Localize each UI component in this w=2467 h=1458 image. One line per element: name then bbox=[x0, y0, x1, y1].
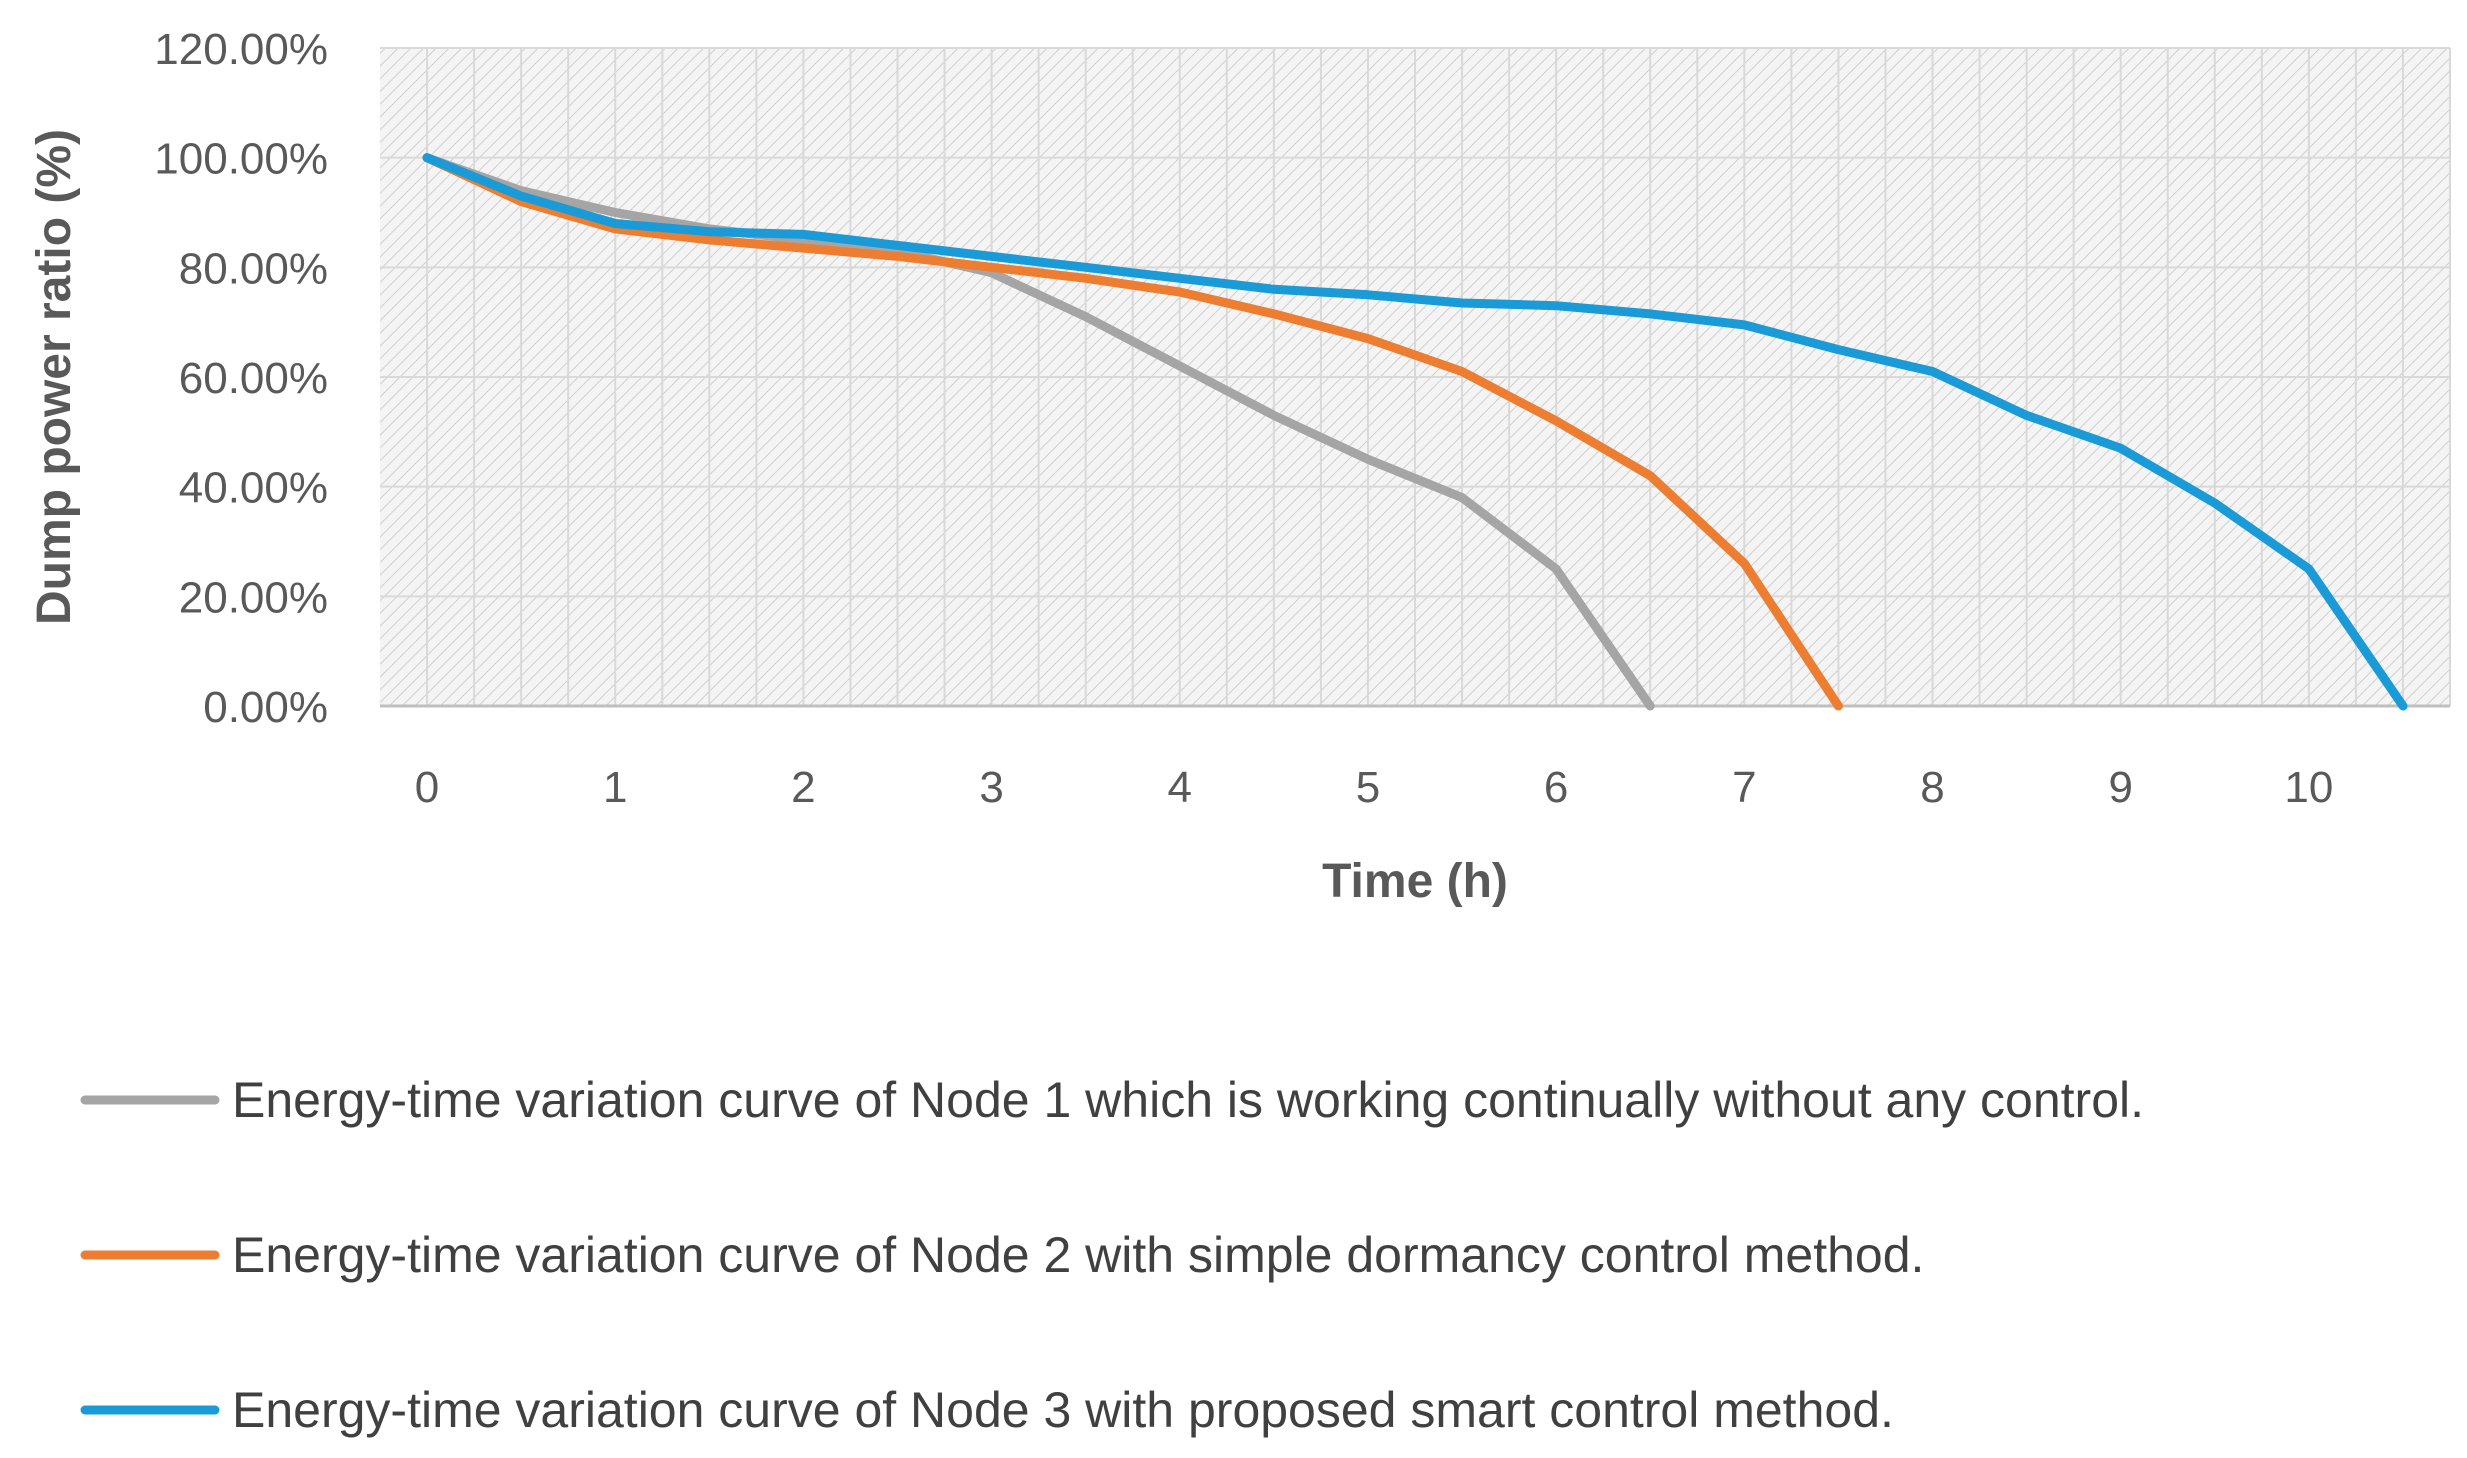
series-line-node-1 bbox=[422, 153, 1655, 711]
x-tick-label: 1 bbox=[603, 763, 627, 812]
y-axis-title: Dump power ratio (%) bbox=[28, 129, 81, 625]
legend-label-node-2: Energy-time variation curve of Node 2 wi… bbox=[232, 1227, 1924, 1283]
gridlines bbox=[380, 47, 2451, 707]
y-tick-label: 40.00% bbox=[179, 464, 328, 513]
y-tick-labels: 0.00% 20.00% 40.00% 60.00% 80.00% 100.00% 120.… bbox=[154, 25, 328, 732]
x-tick-label: 6 bbox=[1544, 763, 1568, 812]
x-tick-label: 0 bbox=[415, 763, 439, 812]
x-axis-title: Time (h) bbox=[1322, 855, 1508, 908]
legend: Energy-time variation curve of Node 1 wh… bbox=[80, 1072, 2144, 1438]
series-line-node-2 bbox=[422, 153, 1843, 711]
x-tick-label: 5 bbox=[1356, 763, 1380, 812]
x-tick-label: 10 bbox=[2284, 763, 2333, 812]
x-tick-label: 3 bbox=[979, 763, 1003, 812]
y-tick-label: 120.00% bbox=[154, 25, 328, 74]
y-tick-label: 60.00% bbox=[179, 354, 328, 403]
x-tick-label: 7 bbox=[1732, 763, 1756, 812]
x-tick-label: 2 bbox=[791, 763, 815, 812]
legend-label-node-3: Energy-time variation curve of Node 3 wi… bbox=[232, 1382, 1894, 1438]
x-tick-labels: 0 1 2 3 4 5 6 7 8 9 10 bbox=[415, 763, 2334, 812]
x-tick-label: 9 bbox=[2108, 763, 2132, 812]
x-tick-label: 4 bbox=[1168, 763, 1192, 812]
y-tick-label: 20.00% bbox=[179, 573, 328, 622]
series-line-node-3 bbox=[422, 153, 2408, 711]
y-tick-label: 80.00% bbox=[179, 244, 328, 293]
y-tick-label: 0.00% bbox=[203, 683, 328, 732]
series-lines bbox=[422, 153, 2408, 711]
legend-label-node-1: Energy-time variation curve of Node 1 wh… bbox=[232, 1072, 2144, 1128]
y-tick-label: 100.00% bbox=[154, 135, 328, 184]
x-tick-label: 8 bbox=[1920, 763, 1944, 812]
